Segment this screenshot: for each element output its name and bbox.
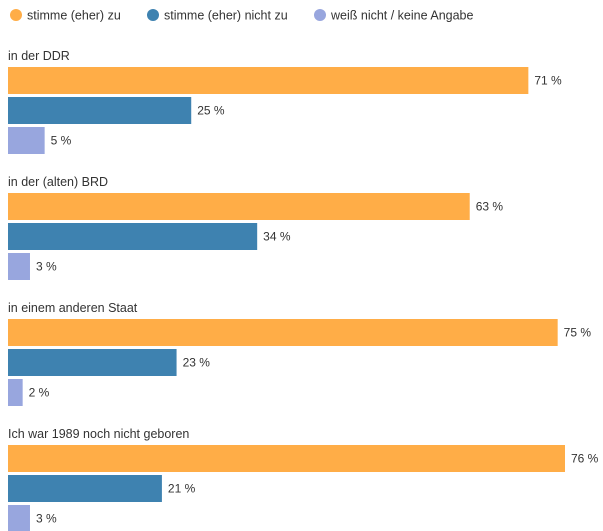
category-label: in einem anderen Staat — [8, 301, 138, 315]
value-label: 63 % — [476, 200, 504, 214]
legend-item[interactable]: weiß nicht / keine Angabe — [314, 9, 473, 23]
value-label: 5 % — [51, 134, 72, 148]
bar[interactable] — [8, 349, 177, 376]
value-label: 23 % — [183, 356, 211, 370]
legend-item[interactable]: stimme (eher) zu — [10, 9, 121, 23]
legend-item[interactable]: stimme (eher) nicht zu — [147, 9, 288, 23]
value-label: 2 % — [29, 386, 50, 400]
category-label: Ich war 1989 noch nicht geboren — [8, 427, 189, 441]
value-label: 3 % — [36, 512, 57, 526]
bar[interactable] — [8, 505, 30, 531]
category-group: in der (alten) BRD 63 % 34 % 3 % — [8, 175, 503, 280]
bar[interactable] — [8, 319, 558, 346]
legend-label: stimme (eher) zu — [27, 9, 121, 23]
value-label: 34 % — [263, 230, 291, 244]
value-label: 3 % — [36, 260, 57, 274]
value-label: 25 % — [197, 104, 225, 118]
bar[interactable] — [8, 193, 470, 220]
legend-label: weiß nicht / keine Angabe — [330, 9, 473, 23]
legend: stimme (eher) zu stimme (eher) nicht zu we… — [10, 9, 473, 23]
category-label: in der DDR — [8, 49, 70, 63]
value-label: 71 % — [534, 74, 562, 88]
chart-plot-area: in der DDR 71 % 25 % 5 % in der (alten) BRD 6… — [8, 49, 599, 531]
category-group: Ich war 1989 noch nicht geboren 76 % 21 % 3… — [8, 427, 599, 531]
bar[interactable] — [8, 97, 192, 124]
legend-label: stimme (eher) nicht zu — [164, 9, 288, 23]
bar[interactable] — [8, 223, 258, 250]
bar[interactable] — [8, 127, 45, 154]
bar[interactable] — [8, 67, 529, 94]
legend-marker — [147, 9, 159, 21]
category-label: in der (alten) BRD — [8, 175, 108, 189]
bar[interactable] — [8, 253, 30, 280]
legend-marker — [314, 9, 326, 21]
bar[interactable] — [8, 379, 23, 406]
category-group: in einem anderen Staat 75 % 23 % 2 % — [8, 301, 591, 406]
value-label: 21 % — [168, 482, 196, 496]
legend-marker — [10, 9, 22, 21]
value-label: 76 % — [571, 452, 599, 466]
category-group: in der DDR 71 % 25 % 5 % — [8, 49, 562, 154]
value-label: 75 % — [564, 326, 592, 340]
bar[interactable] — [8, 445, 565, 472]
bar[interactable] — [8, 475, 162, 502]
